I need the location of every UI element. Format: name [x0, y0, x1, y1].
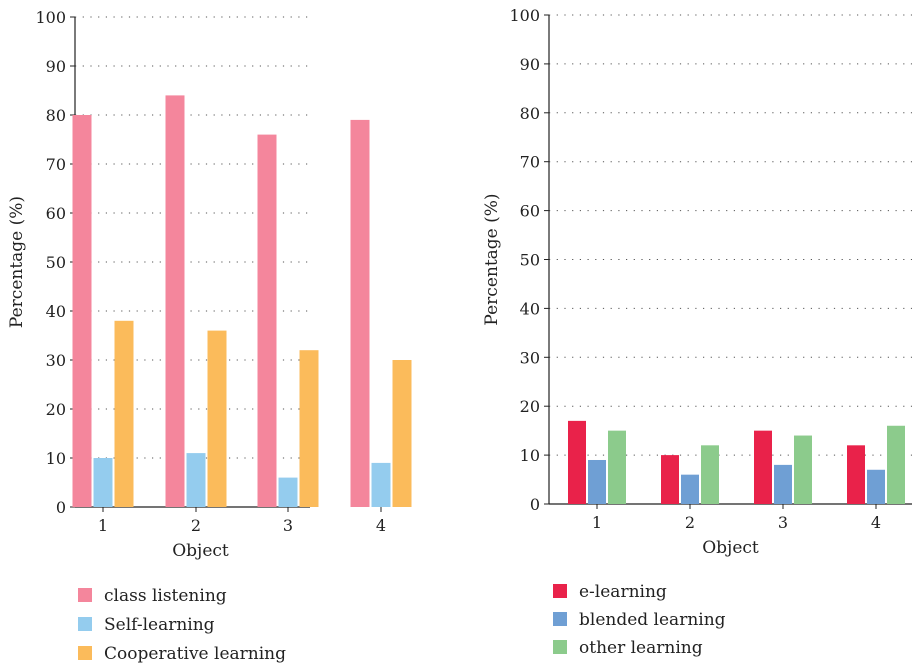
bar-class-listening-2 [165, 95, 185, 508]
bar-class-listening-1 [72, 115, 92, 507]
bar-cooperative-learning-4 [392, 360, 412, 507]
legend-label: Cooperative learning [104, 644, 286, 664]
legend-swatch [78, 617, 92, 631]
bar-cooperative-learning-1 [114, 320, 134, 507]
legend-label: class listening [104, 586, 227, 606]
x-tick-label: 1 [592, 513, 602, 532]
y-tick-label: 40 [46, 302, 66, 321]
y-axis-title: Percentage (%) [7, 196, 27, 328]
bar-other-learning-4 [887, 425, 905, 504]
y-tick-label: 70 [520, 153, 540, 172]
x-tick-label: 2 [685, 513, 695, 532]
legend-swatch [553, 640, 567, 654]
y-tick-label: 50 [520, 251, 540, 270]
bar-blended-learning-1 [588, 459, 606, 504]
y-tick-label: 80 [520, 104, 540, 123]
bar-e-learning-2 [661, 455, 679, 504]
legend-label: e-learning [579, 582, 667, 602]
legend-label: blended learning [579, 610, 726, 630]
y-tick-label: 30 [46, 351, 66, 370]
bar-e-learning-3 [754, 430, 772, 504]
legend-swatch [78, 646, 92, 660]
bar-class-listening-4 [350, 119, 370, 508]
x-tick-label: 2 [191, 516, 201, 535]
x-tick-label: 4 [376, 516, 386, 535]
y-tick-label: 60 [46, 204, 66, 223]
y-tick-label: 60 [520, 202, 540, 221]
legend-item: class listening [78, 586, 227, 606]
legend-label: Self-learning [104, 615, 215, 635]
y-tick-label: 50 [46, 253, 66, 272]
bar-cooperative-learning-2 [207, 330, 227, 507]
legend-swatch [553, 584, 567, 598]
y-tick-label: 10 [46, 449, 66, 468]
bar-self-learning-1 [93, 458, 113, 507]
bar-self-learning-3 [278, 477, 298, 507]
y-tick-label: 20 [520, 397, 540, 416]
bar-e-learning-1 [568, 420, 586, 504]
bar-other-learning-3 [794, 435, 812, 504]
x-axis-title: Object [702, 538, 759, 558]
legend-item: other learning [553, 638, 703, 658]
bar-blended-learning-4 [867, 469, 885, 504]
bar-self-learning-2 [186, 453, 206, 507]
legend: e-learning blended learning other learning [553, 582, 726, 658]
y-tick-label: 90 [46, 57, 66, 76]
x-tick-label: 1 [98, 516, 108, 535]
y-axis-title: Percentage (%) [482, 193, 502, 325]
x-tick-label: 3 [283, 516, 293, 535]
x-tick-label: 4 [871, 513, 881, 532]
x-tick-label: 3 [778, 513, 788, 532]
y-tick-label: 40 [520, 299, 540, 318]
chart-1: 0 10 20 30 40 50 60 70 80 90 100 1 2 3 4 Object Percenta… [7, 8, 412, 664]
legend-swatch [78, 588, 92, 602]
legend-label: other learning [579, 638, 703, 658]
bar-self-learning-4 [371, 462, 391, 507]
y-tick-label: 0 [530, 495, 540, 514]
bar-class-listening-3 [257, 134, 277, 507]
y-tick-label: 80 [46, 106, 66, 125]
y-tick-label: 20 [46, 400, 66, 419]
chart-2: 0 10 20 30 40 50 60 70 80 90 100 1 2 3 4 Object Percenta… [482, 6, 912, 658]
y-tick-label: 90 [520, 55, 540, 74]
y-tick-label: 30 [520, 348, 540, 367]
legend: class listening Self-learning Cooperative … [78, 586, 286, 664]
x-axis-title: Object [172, 541, 229, 561]
legend-item: Cooperative learning [78, 644, 286, 664]
y-tick-label: 10 [520, 446, 540, 465]
bar-e-learning-4 [847, 445, 865, 504]
bar-other-learning-1 [608, 430, 626, 504]
y-tick-label: 70 [46, 155, 66, 174]
bar-blended-learning-3 [774, 464, 792, 504]
legend-item: e-learning [553, 582, 667, 602]
y-tick-label: 0 [56, 498, 66, 517]
legend-swatch [553, 612, 567, 626]
bar-other-learning-2 [701, 445, 719, 504]
y-tick-label: 100 [35, 8, 66, 27]
bar-blended-learning-2 [681, 474, 699, 504]
bar-cooperative-learning-3 [299, 350, 319, 507]
y-tick-label: 100 [509, 6, 540, 25]
legend-item: Self-learning [78, 615, 215, 635]
legend-item: blended learning [553, 610, 726, 630]
